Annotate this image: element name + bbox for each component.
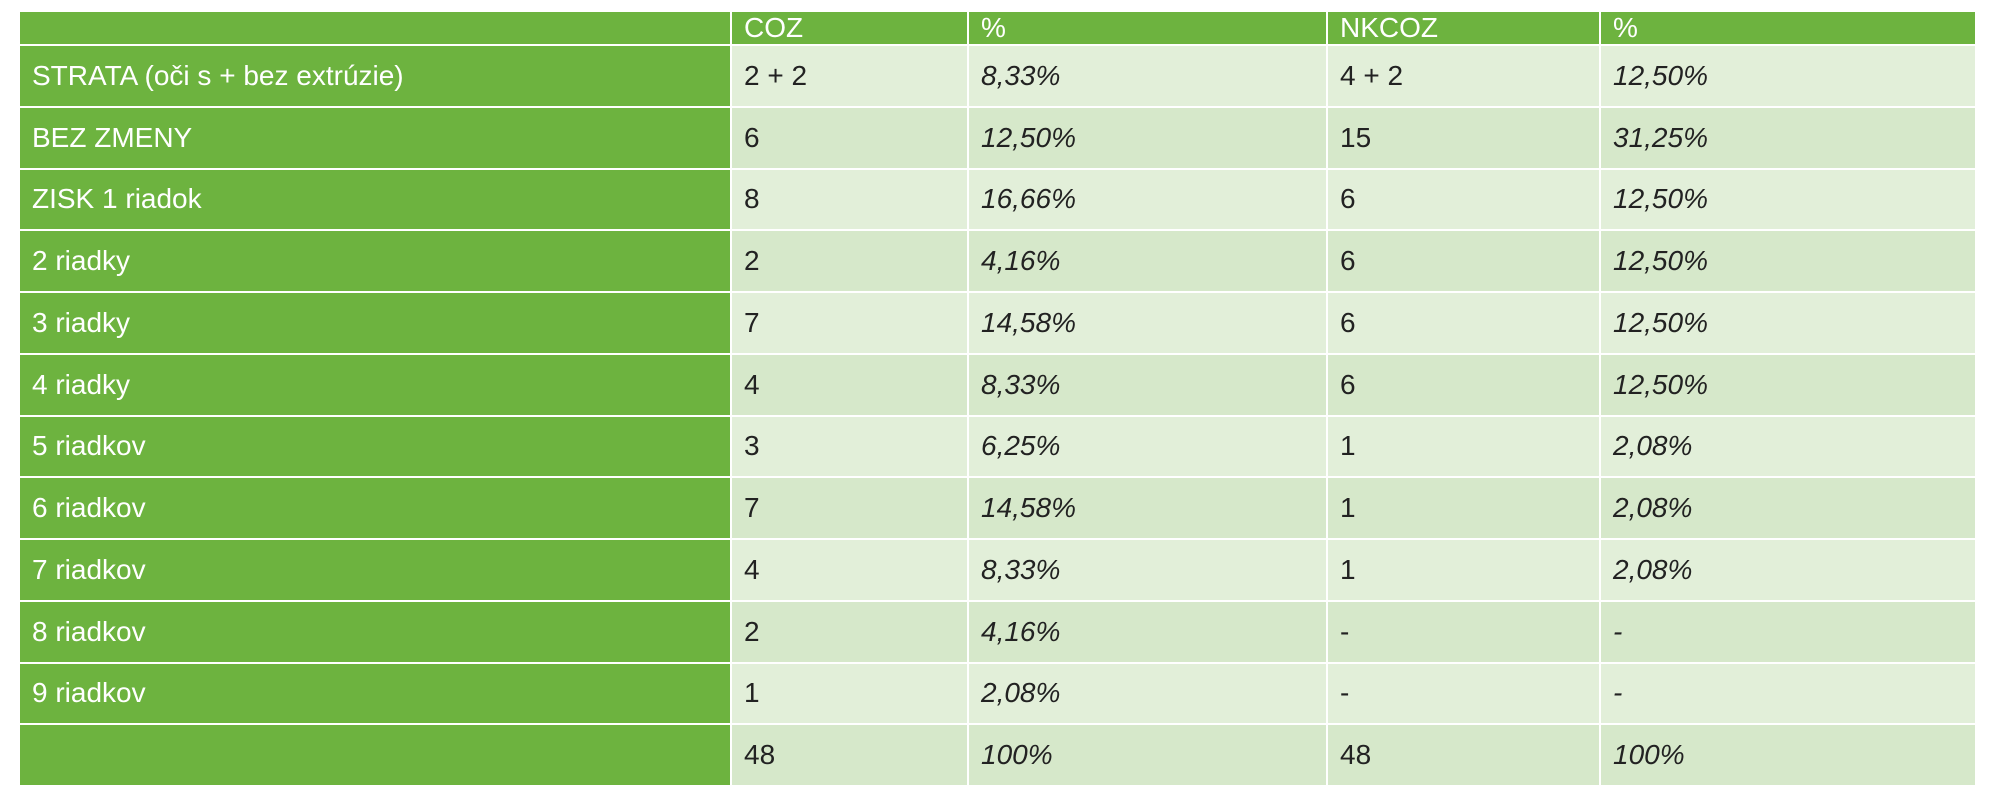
count-cell: 6 (1326, 167, 1601, 232)
percent-cell: 8,33% (967, 538, 1328, 602)
count-cell: 7 (730, 291, 969, 355)
percent-cell: 12,50% (1599, 44, 1977, 108)
count-cell: 7 (730, 476, 969, 540)
count-cell: - (1326, 661, 1601, 726)
table-row: 3 riadky 7 14,58% 6 12,50% (18, 291, 1977, 355)
percent-cell: 6,25% (967, 414, 1328, 479)
row-label: 4 riadky (18, 352, 732, 417)
data-table: COZ% NKCOZ% STRATA (oči s + bez extrúzie)… (18, 10, 1977, 787)
table-row: BEZ ZMENY 6 12,50% 15 31,25% (18, 105, 1977, 170)
table-row: 9 riadkov 1 2,08% - - (18, 661, 1977, 726)
table-row: 7 riadkov 4 8,33% 1 2,08% (18, 538, 1977, 602)
table-row: ZISK 1 riadok 8 16,66% 6 12,50% (18, 167, 1977, 232)
table-row: 48 100% 48 100% (18, 723, 1977, 787)
percent-cell: 12,50% (1599, 167, 1977, 232)
count-cell: 2 + 2 (730, 44, 969, 108)
percent-cell: 2,08% (1599, 476, 1977, 540)
table-body: STRATA (oči s + bez extrúzie) 2 + 2 8,33% 4… (18, 44, 1977, 787)
count-cell: 4 (730, 538, 969, 602)
percent-cell: 2,08% (1599, 414, 1977, 479)
count-cell: 15 (1326, 105, 1601, 170)
table-row: 4 riadky 4 8,33% 6 12,50% (18, 352, 1977, 417)
row-label: STRATA (oči s + bez extrúzie) (18, 44, 732, 108)
row-label (18, 723, 732, 787)
percent-cell: 100% (967, 723, 1328, 787)
row-label: 6 riadkov (18, 476, 732, 540)
count-cell: 6 (730, 105, 969, 170)
row-label: ZISK 1 riadok (18, 167, 732, 232)
percent-cell: 2,08% (967, 661, 1328, 726)
count-cell: 3 (730, 414, 969, 479)
percent-cell: - (1599, 661, 1977, 726)
count-cell: 2 (730, 229, 969, 293)
percent-cell: 12,50% (1599, 352, 1977, 417)
count-cell: 6 (1326, 291, 1601, 355)
percent-cell: 12,50% (1599, 229, 1977, 293)
table-row: 2 riadky 2 4,16% 6 12,50% (18, 229, 1977, 293)
header-cell: COZ (730, 10, 969, 46)
count-cell: 2 (730, 599, 969, 664)
header-cell: % (967, 10, 1328, 46)
percent-cell: 31,25% (1599, 105, 1977, 170)
header-cell: % (1599, 10, 1977, 46)
count-cell: 6 (1326, 352, 1601, 417)
row-label: 3 riadky (18, 291, 732, 355)
table-row: 6 riadkov 7 14,58% 1 2,08% (18, 476, 1977, 540)
percent-cell: - (1599, 599, 1977, 664)
row-label: 8 riadkov (18, 599, 732, 664)
count-cell: 6 (1326, 229, 1601, 293)
percent-cell: 12,50% (1599, 291, 1977, 355)
percent-cell: 100% (1599, 723, 1977, 787)
header-corner (18, 10, 732, 46)
percent-cell: 2,08% (1599, 538, 1977, 602)
percent-cell: 8,33% (967, 44, 1328, 108)
table-row: 8 riadkov 2 4,16% - - (18, 599, 1977, 664)
percent-cell: 14,58% (967, 291, 1328, 355)
count-cell: 4 (730, 352, 969, 417)
header-row: COZ% NKCOZ% (18, 10, 1977, 46)
count-cell: - (1326, 599, 1601, 664)
row-label: 7 riadkov (18, 538, 732, 602)
count-cell: 1 (1326, 476, 1601, 540)
count-cell: 48 (730, 723, 969, 787)
row-label: BEZ ZMENY (18, 105, 732, 170)
count-cell: 1 (1326, 414, 1601, 479)
row-label: 5 riadkov (18, 414, 732, 479)
percent-cell: 4,16% (967, 229, 1328, 293)
table-row: 5 riadkov 3 6,25% 1 2,08% (18, 414, 1977, 479)
header-cell: NKCOZ (1326, 10, 1601, 46)
row-label: 9 riadkov (18, 661, 732, 726)
percent-cell: 14,58% (967, 476, 1328, 540)
percent-cell: 12,50% (967, 105, 1328, 170)
table-row: STRATA (oči s + bez extrúzie) 2 + 2 8,33% 4… (18, 44, 1977, 108)
count-cell: 1 (730, 661, 969, 726)
count-cell: 4 + 2 (1326, 44, 1601, 108)
count-cell: 1 (1326, 538, 1601, 602)
count-cell: 8 (730, 167, 969, 232)
percent-cell: 8,33% (967, 352, 1328, 417)
row-label: 2 riadky (18, 229, 732, 293)
count-cell: 48 (1326, 723, 1601, 787)
percent-cell: 16,66% (967, 167, 1328, 232)
percent-cell: 4,16% (967, 599, 1328, 664)
